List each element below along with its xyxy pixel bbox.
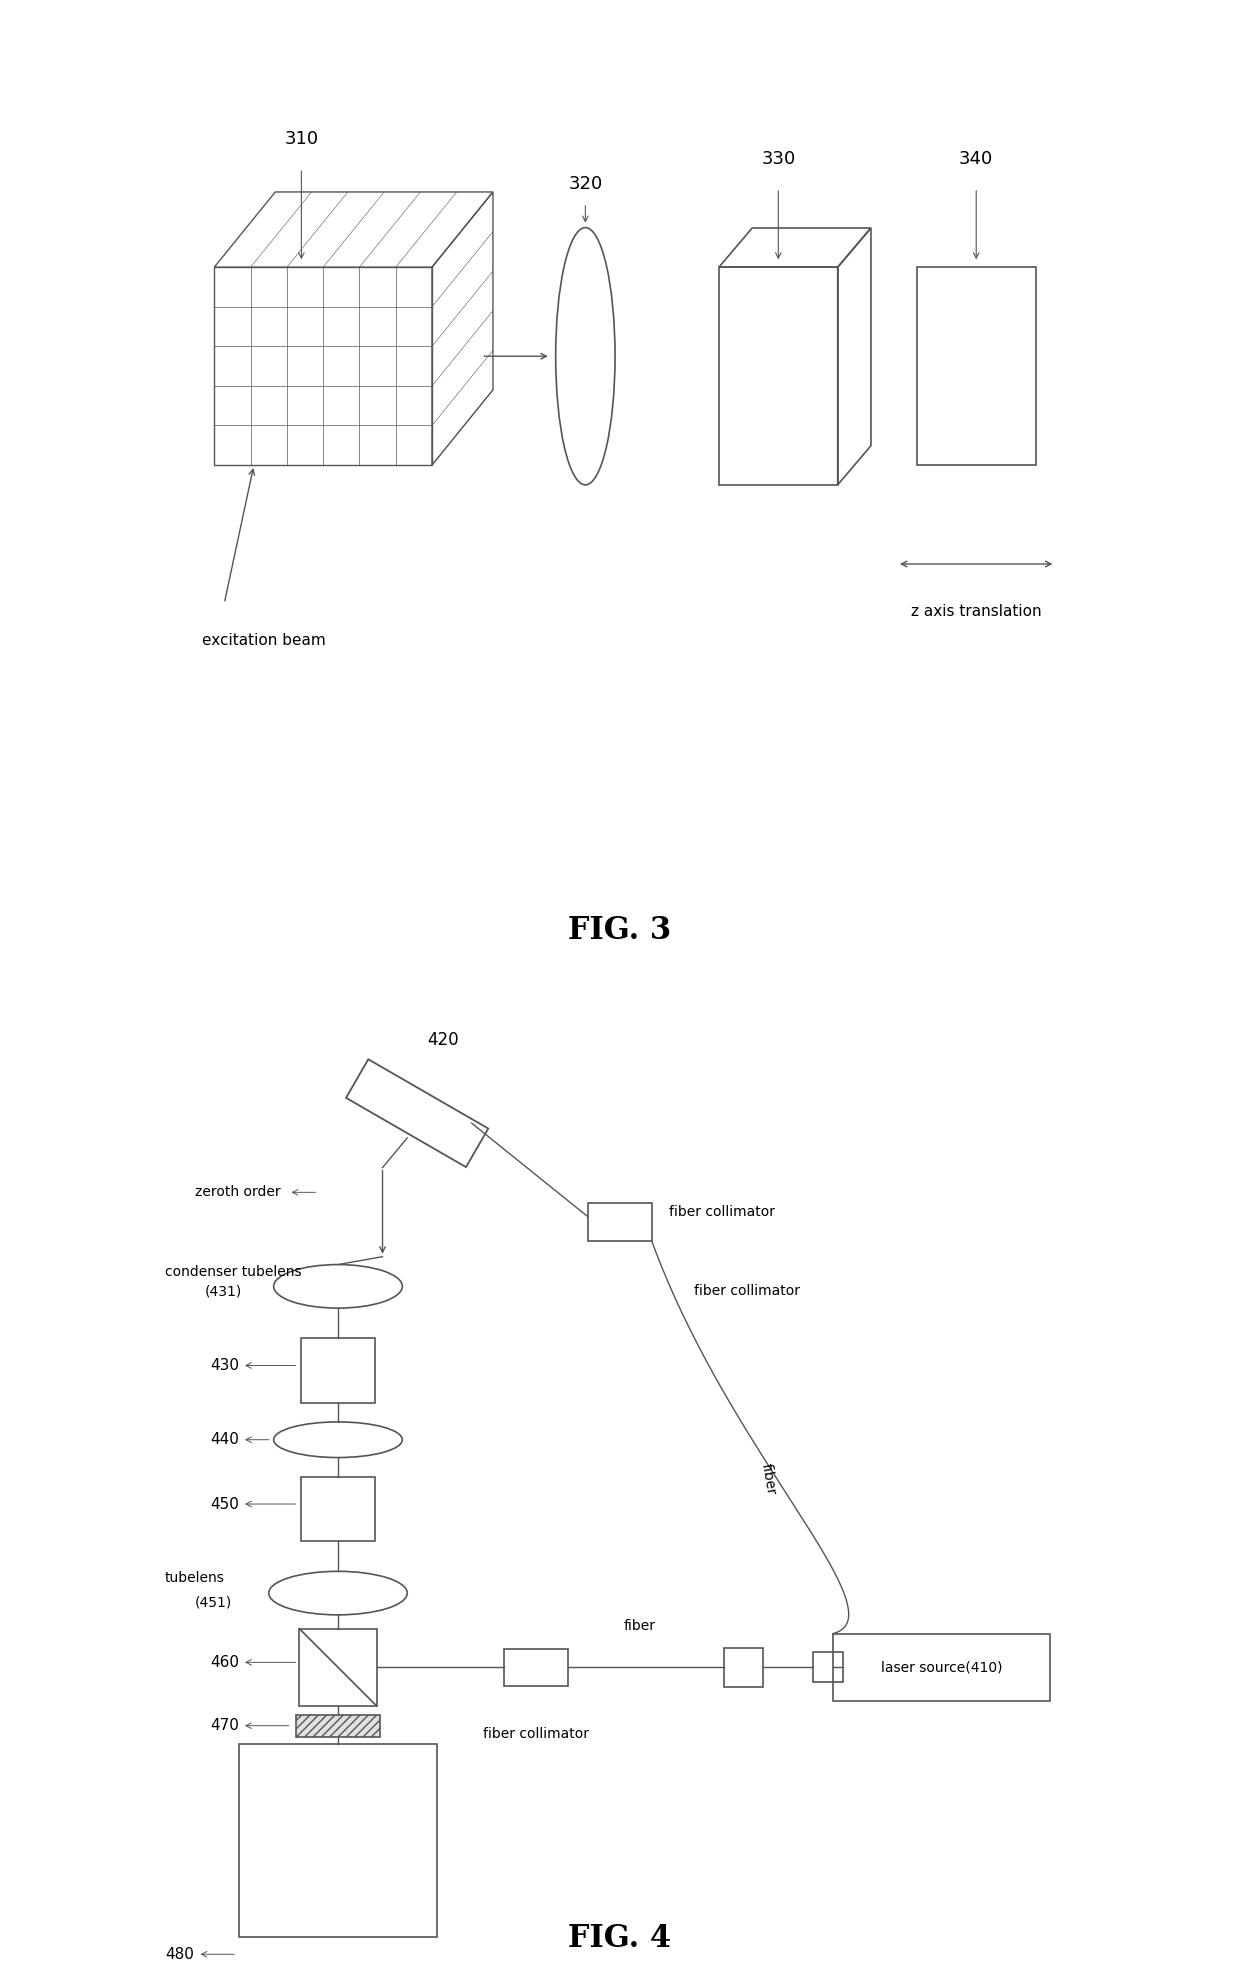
Text: 340: 340: [959, 150, 993, 168]
Text: 330: 330: [761, 150, 795, 168]
Text: 480: 480: [166, 1947, 195, 1961]
Text: 320: 320: [568, 174, 603, 192]
Text: laser source(410): laser source(410): [880, 1660, 1002, 1674]
Text: fiber collimator: fiber collimator: [670, 1205, 775, 1219]
Text: zeroth order: zeroth order: [195, 1185, 280, 1199]
Text: (451): (451): [195, 1595, 232, 1611]
Text: (431): (431): [205, 1284, 242, 1298]
Polygon shape: [296, 1714, 379, 1738]
Text: fiber collimator: fiber collimator: [694, 1284, 800, 1298]
Text: FIG. 4: FIG. 4: [568, 1924, 672, 1955]
Text: 430: 430: [210, 1358, 239, 1373]
Text: 460: 460: [210, 1654, 239, 1670]
Text: 470: 470: [210, 1718, 239, 1734]
Text: fiber: fiber: [759, 1462, 777, 1496]
Text: FIG. 3: FIG. 3: [568, 914, 672, 946]
Text: fiber collimator: fiber collimator: [482, 1726, 589, 1742]
Text: z axis translation: z axis translation: [911, 604, 1042, 619]
Text: 420: 420: [427, 1031, 459, 1049]
Text: 440: 440: [210, 1433, 239, 1447]
Text: 450: 450: [210, 1496, 239, 1512]
Text: fiber: fiber: [624, 1619, 656, 1633]
Text: condenser tubelens: condenser tubelens: [165, 1265, 301, 1278]
Text: tubelens: tubelens: [165, 1571, 224, 1585]
Text: 310: 310: [284, 131, 319, 148]
Text: excitation beam: excitation beam: [202, 633, 326, 649]
